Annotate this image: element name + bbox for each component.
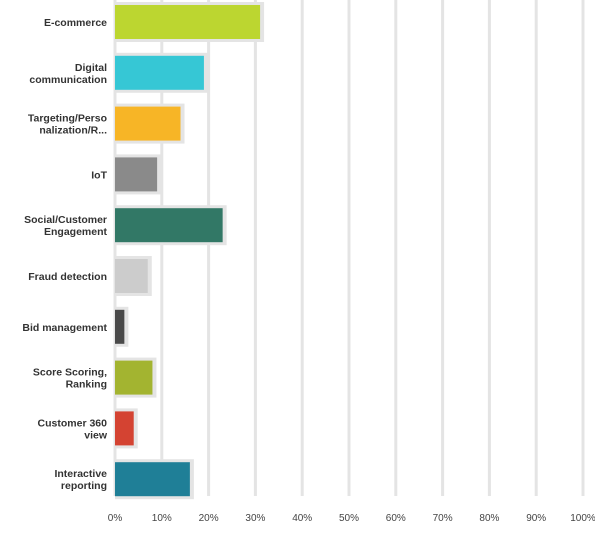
x-tick-label: 50% <box>339 513 359 524</box>
x-tick-label: 0% <box>108 513 123 524</box>
category-label: E-commerce <box>44 17 107 29</box>
x-tick-label: 20% <box>199 513 219 524</box>
category-label: communication <box>29 74 107 86</box>
gridline <box>207 0 211 496</box>
category-label: Digital <box>75 62 107 74</box>
gridline <box>441 0 445 496</box>
gridline <box>347 0 351 496</box>
bar <box>115 462 190 497</box>
category-label: Interactive <box>54 468 107 480</box>
x-tick-label: 30% <box>245 513 265 524</box>
category-label: Engagement <box>44 226 108 238</box>
gridline <box>300 0 304 496</box>
x-tick-label: 10% <box>152 513 172 524</box>
gridline <box>113 0 117 496</box>
bar <box>115 157 158 192</box>
bar <box>115 5 261 39</box>
x-axis-tick-labels: 0% 10% 20% 30% 40% 50% 60% 70% 80% 90% 100% <box>108 513 595 524</box>
gridline <box>487 0 491 496</box>
category-label: Customer 360 <box>38 417 108 429</box>
bar <box>115 208 223 243</box>
x-tick-label: 80% <box>479 513 499 524</box>
category-label: reporting <box>61 480 107 492</box>
category-label: Fraud detection <box>28 271 107 283</box>
bar <box>115 106 181 141</box>
x-tick-label: 70% <box>433 513 453 524</box>
x-tick-label: 90% <box>526 513 546 524</box>
bar <box>115 411 134 446</box>
bar <box>115 259 148 293</box>
gridline <box>253 0 257 496</box>
gridline <box>160 0 164 496</box>
gridlines <box>113 0 585 496</box>
gridline <box>534 0 538 496</box>
category-label: IoT <box>91 169 107 181</box>
x-tick-label: 100% <box>570 513 595 524</box>
bar <box>115 55 204 90</box>
category-label: Score Scoring, <box>33 367 107 379</box>
category-label: Targeting/Perso <box>28 113 107 125</box>
gridline <box>394 0 398 496</box>
bars <box>115 2 265 500</box>
category-label: Bid management <box>22 322 107 334</box>
x-tick-label: 40% <box>292 513 312 524</box>
bar <box>115 309 125 344</box>
category-label: view <box>84 429 108 441</box>
x-tick-label: 60% <box>386 513 406 524</box>
category-label: Social/Customer <box>24 214 107 226</box>
category-label: Ranking <box>66 379 107 391</box>
gridline <box>581 0 585 496</box>
category-label: nalization/R... <box>39 125 107 137</box>
bar <box>115 360 153 395</box>
